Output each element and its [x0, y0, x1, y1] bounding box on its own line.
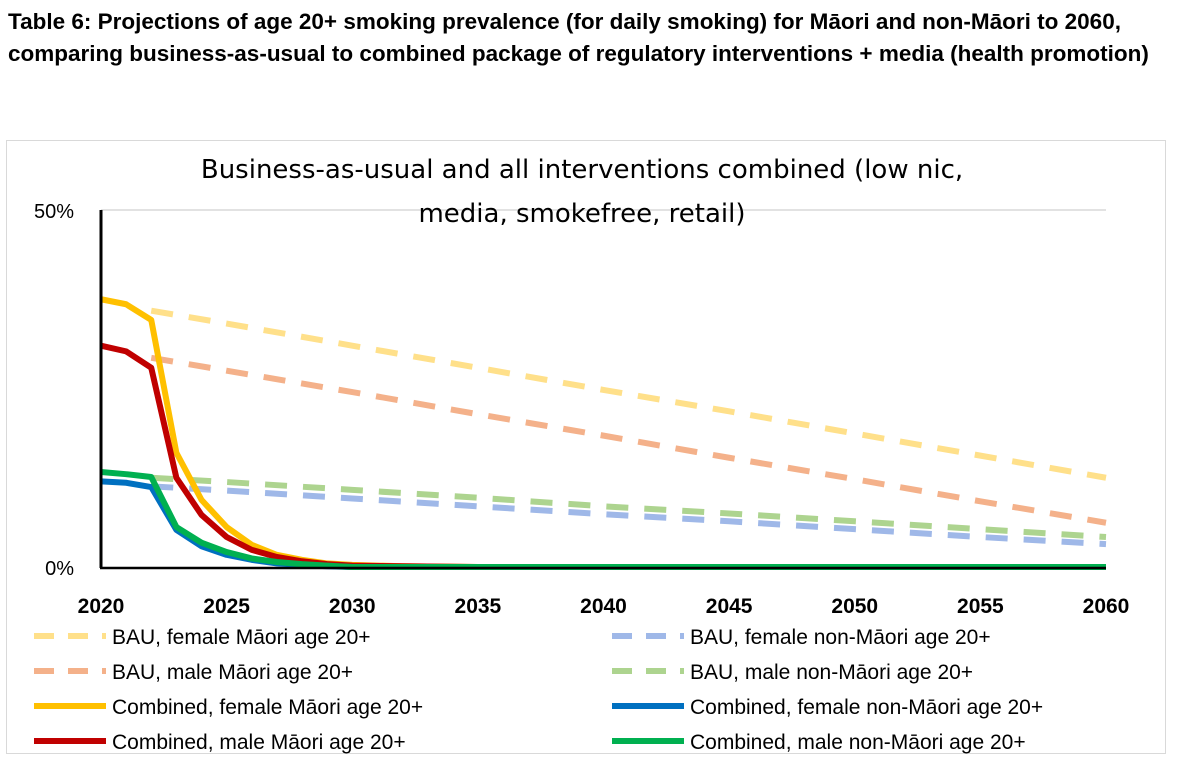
x-tick-2055: 2055	[957, 595, 1004, 618]
series-line-7	[100, 469, 1106, 570]
x-tick-2060: 2060	[1083, 595, 1130, 618]
legend-label-0: BAU, female Māori age 20+	[112, 626, 371, 649]
series-line-1	[151, 483, 1107, 548]
legend-label-4: Combined, female Māori age 20+	[112, 696, 423, 719]
series-line-2	[150, 354, 1107, 526]
legend-label-2: BAU, male Māori age 20+	[112, 661, 353, 684]
x-tick-2040: 2040	[580, 595, 627, 618]
series-line-3	[151, 474, 1107, 541]
y-tick-0: 0%	[45, 558, 74, 580]
chart-title-line2: media, smokefree, retail)	[418, 199, 745, 229]
x-tick-2020: 2020	[78, 595, 125, 618]
legend-label-3: BAU, male non-Māori age 20+	[690, 661, 973, 684]
legend-label-7: Combined, male non-Māori age 20+	[690, 731, 1026, 754]
x-tick-2030: 2030	[329, 595, 376, 618]
table-heading: Table 6: Projections of age 20+ smoking …	[8, 9, 1149, 66]
x-tick-2035: 2035	[455, 595, 502, 618]
chart-title-line1: Business-as-usual and all interventions …	[201, 155, 963, 185]
y-tick-50: 50%	[34, 201, 74, 223]
legend-label-1: BAU, female non-Māori age 20+	[690, 626, 991, 649]
chart-frame	[6, 140, 1166, 754]
x-tick-2050: 2050	[831, 595, 878, 618]
series-line-0	[150, 307, 1107, 481]
x-tick-2025: 2025	[203, 595, 250, 618]
x-tick-2045: 2045	[706, 595, 753, 618]
legend-label-6: Combined, male Māori age 20+	[112, 731, 406, 754]
legend-label-5: Combined, female non-Māori age 20+	[690, 696, 1043, 719]
